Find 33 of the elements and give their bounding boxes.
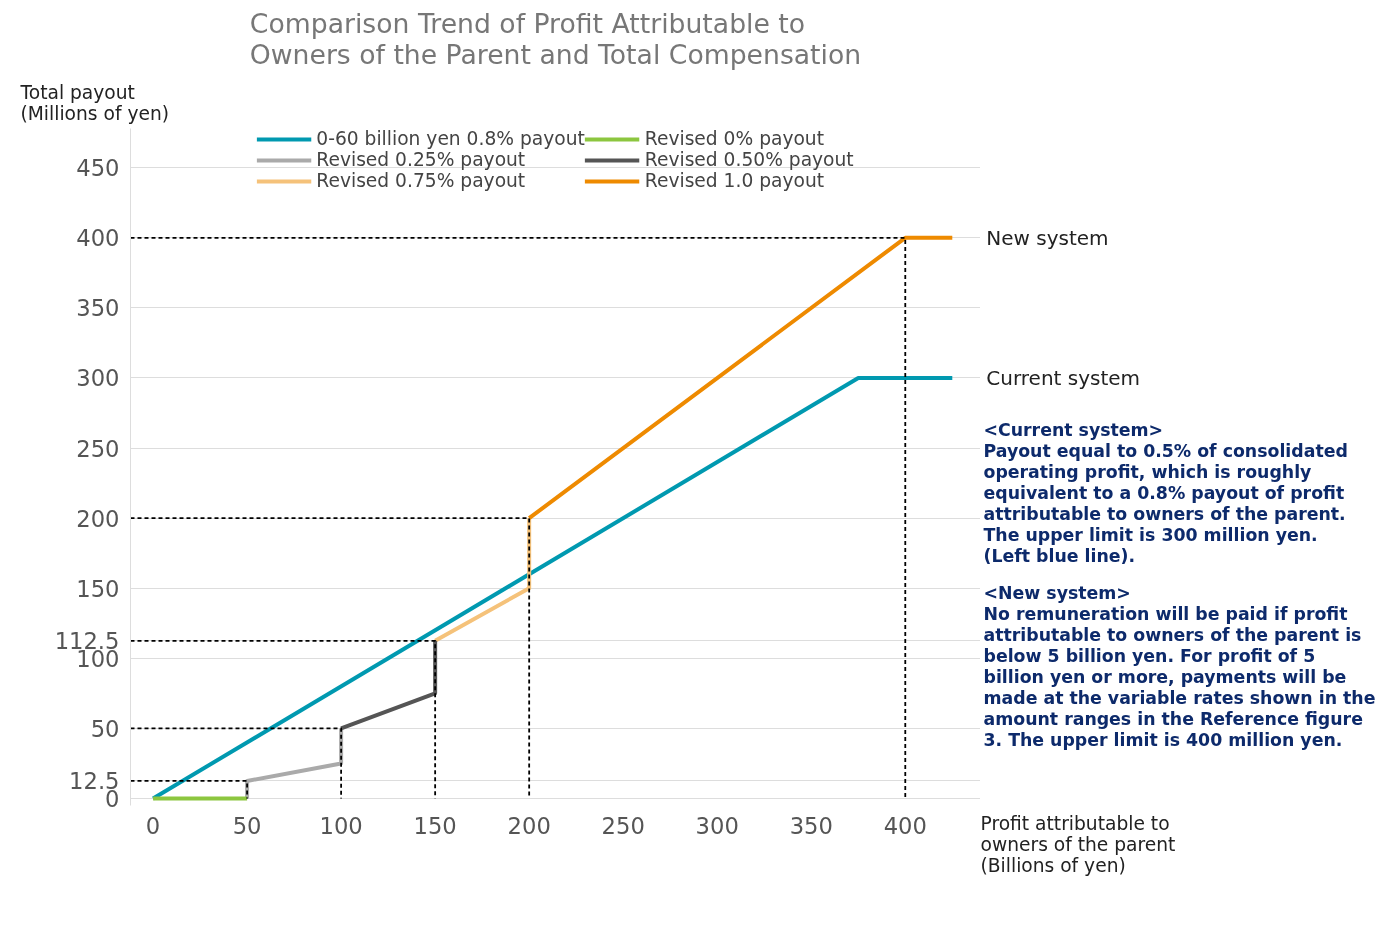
x-tick-label: 50: [232, 812, 262, 839]
x-tick-label: 100: [319, 812, 363, 839]
annotation: Current system: [986, 365, 1141, 390]
x-tick-label: 200: [507, 812, 551, 839]
y-tick-label: 450: [76, 155, 120, 182]
x-tick-label: 400: [883, 812, 927, 839]
legend-label: Revised 0% payout: [644, 128, 825, 149]
x-tick-label: 300: [695, 812, 739, 839]
x-axis-title: Profit attributable to owners of the parent (Billions of yen): [980, 812, 1176, 876]
y-tick-label: 350: [76, 295, 120, 322]
y-tick-label: 150: [76, 575, 120, 602]
y-tick-label: 250: [76, 435, 120, 462]
text: The upper limit is 300 million yen. (Left blue line).: [983, 525, 1318, 567]
x-tick-label: 0: [145, 812, 161, 839]
legend-label: Revised 0.75% payout: [316, 170, 526, 191]
legend-label: Revised 1.0 payout: [644, 170, 825, 191]
y-tick-label: 400: [76, 225, 120, 252]
chart-title: Comparison Trend of Profit Attributable to Owners of the Parent and Total Compensation: [249, 7, 862, 70]
text: <New system>: [983, 583, 1131, 604]
x-tick-label: 150: [413, 812, 457, 839]
legend-label: Revised 0.25% payout: [316, 149, 526, 170]
text: No remuneration will be paid if profit attributable to owners of the parent is below 5 billion yen. For profit of 5 billion yen or more, payments will be made at the variable rates shown in the amount ranges in the Reference figure 3. The upper limit is 400 million yen.: [983, 604, 1376, 751]
legend-label: 0-60 billion yen 0.8% payout: [316, 128, 585, 149]
annotation: New system: [986, 225, 1109, 250]
y-axis-title: Total payout (Millions of yen): [19, 81, 170, 124]
x-tick-label: 250: [601, 812, 645, 839]
y-tick-label: 200: [76, 505, 120, 532]
legend-label: Revised 0.50% payout: [644, 149, 854, 170]
y-tick-label: 300: [76, 365, 120, 392]
x-tick-label: 350: [789, 812, 833, 839]
text: Payout equal to 0.5% of consolidated operating profit, which is roughly equivalent to a 0.8% payout of profit attributable to owners of the parent.: [983, 441, 1348, 525]
text: <Current system>: [983, 420, 1164, 441]
y-tick-label: 50: [90, 715, 120, 742]
